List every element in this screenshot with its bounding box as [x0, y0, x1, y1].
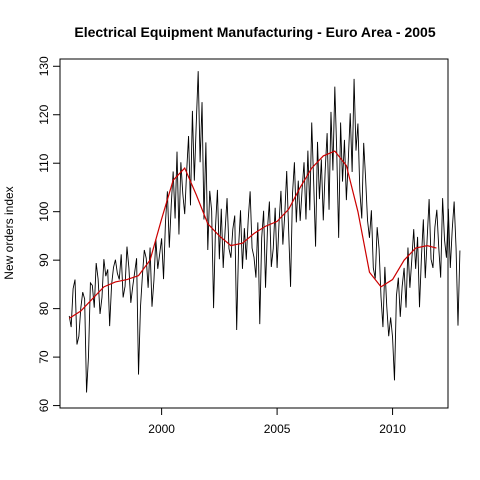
- y-tick-label: 70: [37, 350, 51, 364]
- x-tick-label: 2005: [264, 422, 291, 436]
- series-monthly-line: [69, 71, 460, 392]
- y-axis-label: New orders index: [2, 186, 16, 279]
- y-tick-label: 120: [37, 104, 51, 124]
- y-tick-label: 130: [37, 56, 51, 76]
- y-tick-label: 60: [37, 399, 51, 413]
- y-tick-label: 90: [37, 253, 51, 267]
- x-axis: 2000 2005 2010: [148, 408, 406, 436]
- y-tick-label: 110: [37, 153, 51, 172]
- x-tick-label: 2000: [148, 422, 175, 436]
- series-trend-line: [69, 151, 436, 318]
- x-tick-label: 2010: [379, 422, 406, 436]
- y-tick-label: 80: [37, 302, 51, 316]
- y-axis: 60 70 80 90 100 110 120 130: [37, 56, 60, 412]
- y-tick-label: 100: [37, 201, 51, 221]
- chart-title: Electrical Equipment Manufacturing - Eur…: [74, 24, 435, 40]
